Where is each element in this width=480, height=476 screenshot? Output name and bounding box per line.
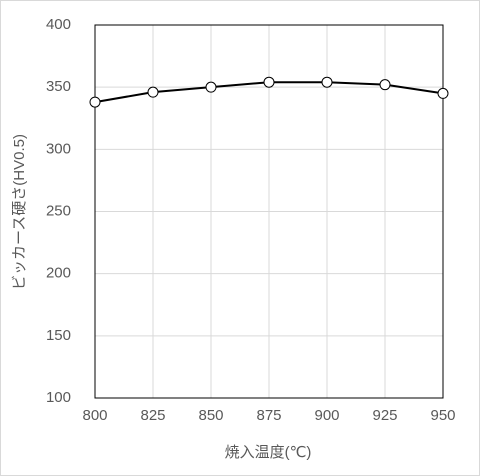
- x-tick-label: 925: [372, 407, 397, 424]
- marker: [147, 86, 159, 98]
- x-tick-label: 825: [140, 407, 165, 424]
- x-tick-label: 850: [198, 407, 223, 424]
- y-tick-label: 150: [46, 327, 71, 344]
- marker: [205, 81, 217, 93]
- y-tick-label: 400: [46, 16, 71, 33]
- x-tick-label: 875: [256, 407, 281, 424]
- x-tick-label: 800: [82, 407, 107, 424]
- marker: [379, 79, 391, 91]
- marker: [263, 76, 275, 88]
- y-tick-label: 100: [46, 389, 71, 406]
- y-tick-label: 200: [46, 265, 71, 282]
- marker: [437, 87, 449, 99]
- y-tick-label: 300: [46, 140, 71, 157]
- plot-frame: [94, 24, 444, 399]
- marker: [321, 76, 333, 88]
- x-tick-label: 900: [314, 407, 339, 424]
- y-tick-label: 250: [46, 202, 71, 219]
- x-tick-label: 950: [430, 407, 455, 424]
- x-axis-label: 焼入温度(℃): [225, 444, 312, 461]
- marker: [89, 96, 101, 108]
- y-axis-label: ビッカース硬さ(HV0.5): [11, 134, 28, 290]
- y-tick-label: 350: [46, 78, 71, 95]
